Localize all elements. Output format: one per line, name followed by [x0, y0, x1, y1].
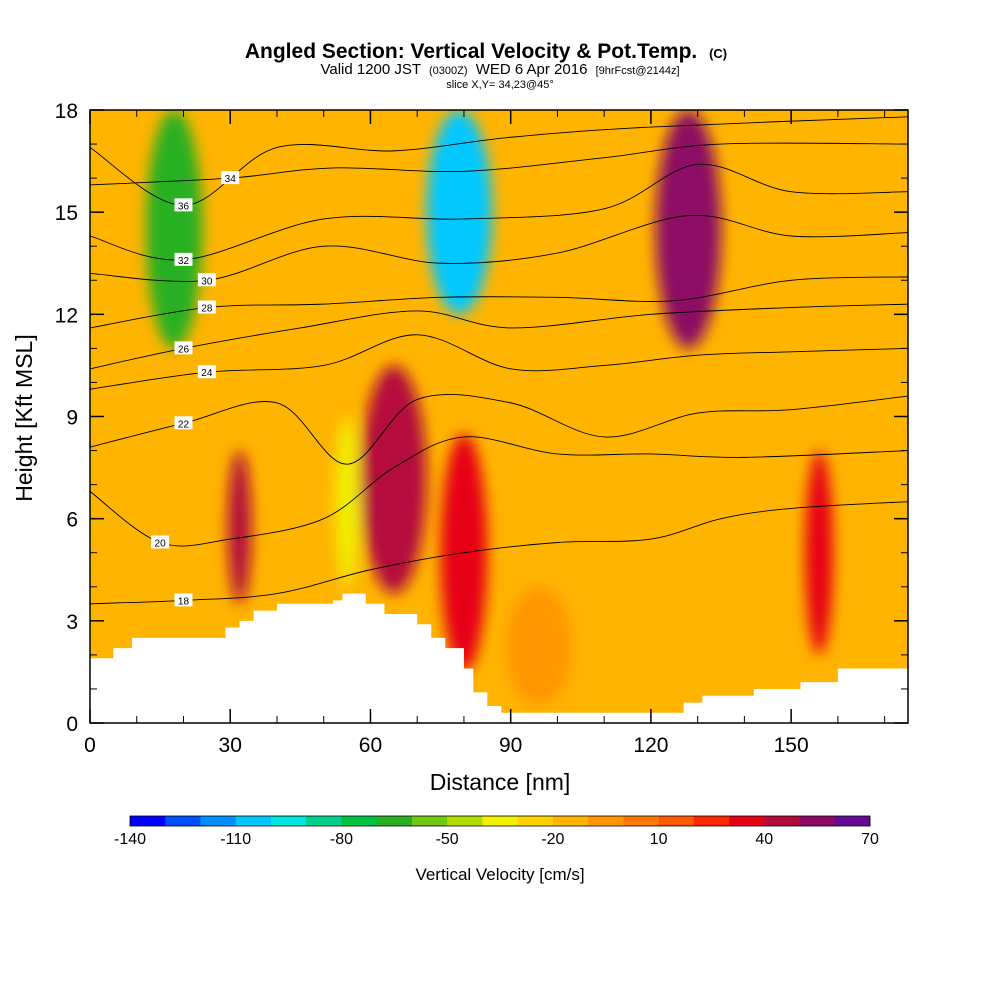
y-tick-label: 12: [55, 304, 78, 327]
isentrope-label-18: 18: [174, 593, 193, 607]
terrain-mask: [90, 593, 908, 723]
colorbar-swatch: [799, 816, 836, 826]
chart-title: Angled Section: Vertical Velocity & Pot.…: [245, 40, 727, 63]
colorbar-swatch: [482, 816, 518, 826]
colorbar-swatch: [834, 816, 871, 826]
field-background: [90, 110, 908, 723]
colorbar-tick-label: -110: [220, 831, 251, 848]
subtitle-forecast: [9hrFcst@2144z]: [596, 65, 680, 77]
colorbar-swatch: [764, 816, 800, 826]
isentrope-18: [90, 501, 908, 605]
isentrope-label-text: 36: [178, 201, 190, 212]
colorbar-tick-label: 40: [755, 831, 773, 848]
colorbar-swatch: [306, 816, 342, 826]
x-tick-label: 30: [219, 734, 242, 757]
x-tick-label: 60: [359, 734, 382, 757]
colorbar-swatch: [588, 816, 624, 826]
colorbar-swatch: [447, 816, 483, 826]
colorbar-swatch: [270, 816, 307, 826]
isentrope-30: [90, 214, 908, 282]
velocity-feature-8: [506, 586, 572, 706]
isentrope-label-30: 30: [197, 273, 216, 287]
colorbar-swatch: [552, 816, 589, 826]
isentrope-28: [90, 276, 908, 329]
colorbar-swatch: [235, 816, 272, 826]
isentrope-22: [90, 394, 908, 465]
isentrope-label-text: 30: [201, 276, 213, 287]
x-axis-label: Distance [nm]: [430, 769, 571, 795]
colorbar-tick-label: 10: [650, 831, 668, 848]
isentrope-label-text: 28: [201, 304, 213, 315]
velocity-feature-7: [805, 450, 834, 655]
y-axis-label: Height [Kft MSL]: [11, 334, 37, 501]
colorbar-swatch: [200, 816, 237, 826]
colorbar-tick-label: -140: [114, 831, 146, 848]
x-tick-label: 90: [499, 734, 522, 757]
x-tick-label: 120: [633, 734, 668, 757]
x-tick-label: 150: [774, 734, 809, 757]
colorbar-swatch: [729, 816, 765, 826]
y-tick-label: 0: [66, 713, 78, 736]
colorbar-swatch: [411, 816, 448, 826]
isentrope-label-22: 22: [174, 416, 193, 430]
colorbar-swatch: [693, 816, 730, 826]
x-tick-label: 0: [84, 734, 96, 757]
isentrope-label-36: 36: [174, 198, 193, 212]
isentrope-label-24: 24: [197, 365, 216, 379]
isentrope-20: [90, 436, 908, 547]
velocity-feature-2: [335, 416, 359, 587]
colorbar-tick-label: -50: [436, 831, 459, 848]
colorbar-swatch: [658, 816, 695, 826]
isentrope-label-text: 24: [201, 368, 213, 379]
colorbar-label: Vertical Velocity [cm/s]: [415, 865, 584, 884]
y-tick-label: 15: [55, 202, 78, 225]
colorbar-swatch: [517, 816, 554, 826]
colorbar-swatch: [341, 816, 377, 826]
velocity-feature-4: [361, 365, 427, 594]
isentrope-label-28: 28: [197, 300, 216, 315]
x-axis: 0 30 60 90 120 150: [84, 110, 886, 757]
velocity-field: [146, 110, 834, 706]
isentrope-label-32: 32: [174, 252, 193, 267]
slice-label: slice X,Y= 34,23@45°: [446, 79, 554, 91]
subtitle-date: WED 6 Apr 2016: [476, 61, 588, 78]
plot-area: 18 20 22 24 26 28 30 32 34 36: [90, 110, 908, 723]
isentrope-32: [90, 163, 908, 261]
colorbar-swatch: [623, 816, 659, 826]
isentrope-labels: 18 20 22 24 26 28 30 32 34 36: [151, 171, 240, 607]
isentrope-label-text: 32: [178, 256, 190, 267]
y-tick-label: 18: [55, 100, 78, 123]
colorbar: -140 -110 -80 -50 -20 10 40 70: [114, 815, 879, 848]
isentrope-24: [90, 334, 908, 390]
isentrope-label-text: 18: [178, 596, 190, 607]
chart-title-units: (C): [709, 46, 727, 61]
isentrope-label-text: 26: [178, 344, 190, 355]
velocity-feature-3: [655, 110, 722, 349]
isentrope-26: [90, 303, 908, 370]
colorbar-tick-label: 70: [861, 831, 879, 848]
y-tick-label: 3: [66, 611, 78, 634]
isentrope-label-26: 26: [174, 341, 193, 355]
y-tick-label: 6: [66, 509, 78, 532]
colorbar-swatch: [376, 816, 413, 826]
isentrope-label-text: 20: [155, 539, 167, 550]
velocity-feature-0: [146, 110, 203, 349]
isentrope-label-34: 34: [221, 171, 240, 185]
chart-subtitle: Valid 1200 JST (0300Z) WED 6 Apr 2016 [9…: [320, 61, 679, 78]
subtitle-utc: (0300Z): [429, 65, 468, 77]
isentrope-label-20: 20: [151, 535, 170, 550]
isentrope-label-text: 34: [225, 174, 237, 185]
colorbar-swatch: [165, 816, 201, 826]
isentrope-label-text: 22: [178, 419, 190, 430]
colorbar-swatch: [130, 816, 166, 826]
y-tick-label: 9: [66, 407, 78, 430]
colorbar-tick-label: -80: [330, 831, 353, 848]
colorbar-tick-label: -20: [541, 831, 564, 848]
velocity-feature-6: [227, 450, 252, 604]
